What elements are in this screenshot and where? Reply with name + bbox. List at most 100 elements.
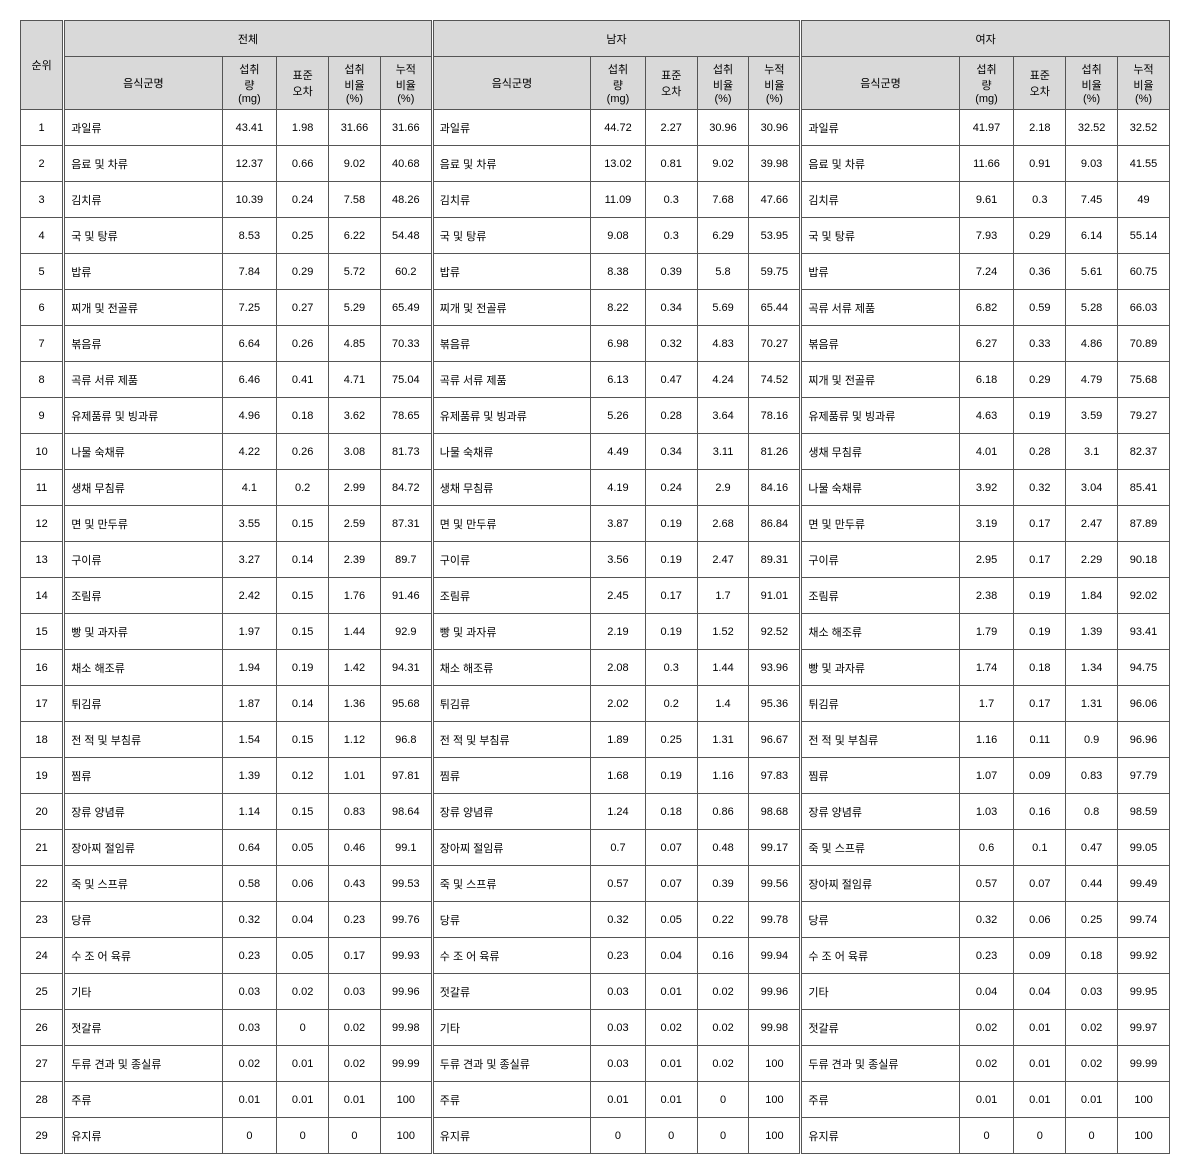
cell-value: 47.66: [749, 182, 801, 218]
cell-value: 0.23: [329, 902, 381, 938]
cell-value: 1.52: [697, 614, 749, 650]
cell-value: 100: [380, 1082, 432, 1118]
cell-value: 3.92: [959, 470, 1014, 506]
cell-value: 0.81: [645, 146, 697, 182]
cell-foodgroup: 수 조 어 육류: [64, 938, 222, 974]
cell-value: 95.36: [749, 686, 801, 722]
cell-rank: 18: [21, 722, 64, 758]
col-pct-2: 섭취비율(%): [1066, 57, 1118, 110]
cell-foodgroup: 유제품류 및 빙과류: [64, 398, 222, 434]
cell-value: 96.8: [380, 722, 432, 758]
cell-value: 0.01: [645, 1082, 697, 1118]
cell-value: 99.99: [1118, 1046, 1170, 1082]
col-se-0: 표준오차: [277, 57, 329, 110]
cell-value: 91.01: [749, 578, 801, 614]
cell-value: 0.15: [277, 506, 329, 542]
cell-foodgroup: 두류 견과 및 종실류: [801, 1046, 959, 1082]
cell-value: 0.17: [1014, 542, 1066, 578]
col-cum-1: 누적비율(%): [749, 57, 801, 110]
cell-value: 87.31: [380, 506, 432, 542]
cell-value: 94.31: [380, 650, 432, 686]
cell-value: 96.06: [1118, 686, 1170, 722]
cell-value: 100: [749, 1082, 801, 1118]
cell-rank: 29: [21, 1118, 64, 1154]
cell-value: 2.42: [222, 578, 277, 614]
cell-value: 0.02: [1066, 1010, 1118, 1046]
cell-foodgroup: 곡류 서류 제품: [801, 290, 959, 326]
cell-foodgroup: 장류 양념류: [801, 794, 959, 830]
cell-value: 3.04: [1066, 470, 1118, 506]
cell-rank: 11: [21, 470, 64, 506]
table-row: 4국 및 탕류8.530.256.2254.48국 및 탕류9.080.36.2…: [21, 218, 1170, 254]
cell-foodgroup: 채소 해조류: [432, 650, 590, 686]
cell-value: 86.84: [749, 506, 801, 542]
cell-value: 0.03: [591, 1010, 646, 1046]
cell-value: 70.89: [1118, 326, 1170, 362]
cell-value: 0.32: [591, 902, 646, 938]
cell-value: 1.98: [277, 110, 329, 146]
cell-value: 0.19: [645, 614, 697, 650]
cell-foodgroup: 주류: [801, 1082, 959, 1118]
cell-foodgroup: 장아찌 절임류: [801, 866, 959, 902]
col-name-1: 음식군명: [432, 57, 590, 110]
cell-value: 6.82: [959, 290, 1014, 326]
cell-value: 0.7: [591, 830, 646, 866]
cell-foodgroup: 죽 및 스프류: [801, 830, 959, 866]
cell-value: 0.64: [222, 830, 277, 866]
table-row: 11생채 무침류4.10.22.9984.72생채 무침류4.190.242.9…: [21, 470, 1170, 506]
nutrition-ranking-table: 순위 전체 남자 여자 음식군명 섭취량(mg) 표준오차 섭취비율(%) 누적…: [20, 20, 1170, 1154]
cell-value: 0.04: [645, 938, 697, 974]
cell-value: 99.74: [1118, 902, 1170, 938]
cell-foodgroup: 구이류: [64, 542, 222, 578]
group-total: 전체: [64, 21, 433, 57]
cell-value: 1.39: [222, 758, 277, 794]
cell-value: 3.1: [1066, 434, 1118, 470]
cell-value: 0.05: [277, 938, 329, 974]
cell-value: 11.66: [959, 146, 1014, 182]
cell-value: 4.83: [697, 326, 749, 362]
cell-value: 99.78: [749, 902, 801, 938]
cell-value: 74.52: [749, 362, 801, 398]
cell-rank: 20: [21, 794, 64, 830]
col-name-0: 음식군명: [64, 57, 222, 110]
cell-rank: 4: [21, 218, 64, 254]
cell-value: 0.58: [222, 866, 277, 902]
cell-value: 99.53: [380, 866, 432, 902]
cell-value: 1.68: [591, 758, 646, 794]
cell-foodgroup: 주류: [64, 1082, 222, 1118]
cell-value: 1.97: [222, 614, 277, 650]
cell-value: 0: [645, 1118, 697, 1154]
cell-value: 0.05: [277, 830, 329, 866]
cell-value: 0.47: [1066, 830, 1118, 866]
table-row: 12면 및 만두류3.550.152.5987.31면 및 만두류3.870.1…: [21, 506, 1170, 542]
cell-foodgroup: 빵 및 과자류: [432, 614, 590, 650]
cell-rank: 15: [21, 614, 64, 650]
cell-foodgroup: 밥류: [801, 254, 959, 290]
cell-value: 0.23: [222, 938, 277, 974]
cell-value: 60.75: [1118, 254, 1170, 290]
cell-rank: 28: [21, 1082, 64, 1118]
cell-value: 7.58: [329, 182, 381, 218]
cell-foodgroup: 면 및 만두류: [432, 506, 590, 542]
cell-value: 31.66: [380, 110, 432, 146]
cell-value: 84.16: [749, 470, 801, 506]
cell-value: 2.18: [1014, 110, 1066, 146]
cell-rank: 9: [21, 398, 64, 434]
cell-value: 0.29: [1014, 218, 1066, 254]
cell-value: 1.74: [959, 650, 1014, 686]
col-se-1: 표준오차: [645, 57, 697, 110]
cell-value: 0.26: [277, 326, 329, 362]
cell-value: 0: [959, 1118, 1014, 1154]
cell-value: 2.47: [1066, 506, 1118, 542]
cell-value: 2.27: [645, 110, 697, 146]
cell-foodgroup: 유지류: [64, 1118, 222, 1154]
cell-rank: 19: [21, 758, 64, 794]
cell-foodgroup: 조림류: [801, 578, 959, 614]
cell-value: 6.98: [591, 326, 646, 362]
cell-foodgroup: 채소 해조류: [64, 650, 222, 686]
cell-value: 9.61: [959, 182, 1014, 218]
col-rank: 순위: [21, 21, 64, 110]
cell-foodgroup: 김치류: [432, 182, 590, 218]
cell-value: 0.09: [1014, 758, 1066, 794]
cell-value: 89.7: [380, 542, 432, 578]
